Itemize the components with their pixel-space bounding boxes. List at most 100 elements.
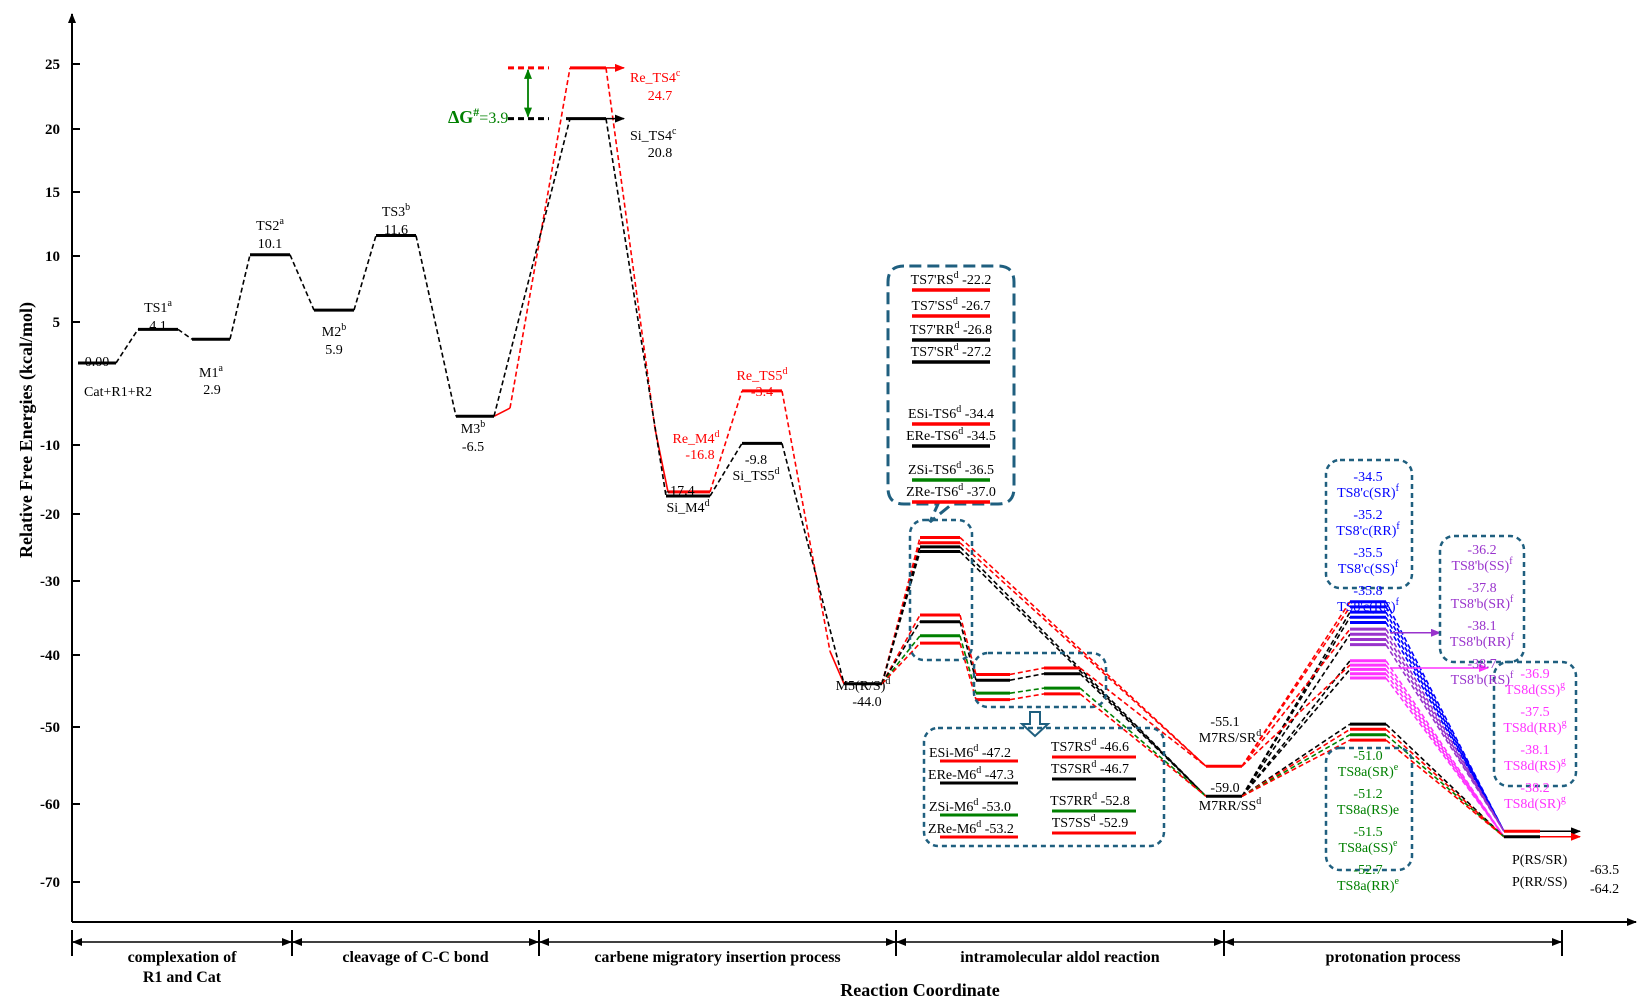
axes: 252015105-10-20-30-40-50-60-70Relative F… — [16, 14, 1636, 1000]
name-m7-rs-sr: M7RS/SRd — [1199, 728, 1262, 746]
name-p-rs-sr: P(RS/SR) — [1512, 853, 1568, 868]
box1-entry-ts7-rr: TS7'RRd -26.8 — [910, 320, 992, 338]
name-re-m4: Re_M4d — [673, 429, 720, 447]
value-cat-r1-r2: 0.00 — [85, 355, 110, 370]
ts8c-name-ts8-c-rr: TS8'c(RR)f — [1336, 521, 1400, 539]
y-tick-label: 20 — [45, 122, 60, 138]
conn — [1010, 668, 1044, 674]
box2-entry-ts7rr: TS7RRd -52.8 — [1050, 791, 1130, 809]
value-p-rs-sr: -63.5 — [1590, 863, 1619, 878]
conn — [494, 408, 510, 416]
conn — [1386, 724, 1504, 837]
conn — [416, 236, 456, 417]
ts8d-name-ts8d-rs: TS8d(RS)g — [1504, 756, 1566, 774]
stage-label: carbene migratory insertion process — [594, 949, 840, 966]
energy-levels — [78, 68, 1540, 837]
conn — [178, 329, 192, 339]
value-m3: -6.5 — [462, 440, 484, 455]
ts8a-value-3: -52.7 — [1353, 863, 1382, 878]
name-m7-rr-ss: M7RR/SSd — [1199, 796, 1262, 814]
ts8d-name-ts8d-sr: TS8d(SR)g — [1504, 794, 1566, 812]
conn — [960, 543, 1206, 766]
conn — [882, 622, 920, 684]
box1-entry-ere-ts6: ERe-TS6d -34.5 — [906, 426, 996, 444]
ts8d-value-3: -38.2 — [1520, 781, 1549, 796]
conn — [290, 255, 314, 310]
value-si-ts4: 20.8 — [648, 146, 673, 161]
ts8a-value-0: -51.0 — [1353, 749, 1382, 764]
y-tick-label: 15 — [45, 185, 60, 201]
y-tick-label: -20 — [40, 507, 60, 523]
y-axis-title: Relative Free Energies (kcal/mol) — [16, 302, 37, 558]
box2-entry-ts7sr: TS7SRd -46.7 — [1051, 759, 1129, 777]
conn — [1242, 602, 1350, 767]
box1-entry-ts7-sr: TS7'SRd -27.2 — [911, 342, 992, 360]
value-re-ts5: -3.4 — [751, 385, 773, 400]
value-p-rr-ss: -64.2 — [1590, 882, 1619, 897]
value-re-m4: -16.8 — [685, 448, 714, 463]
ts8c-name-ts8-c-rs: TS8'c(RS)f — [1337, 597, 1400, 615]
box1-entry-ts7-rs: TS7'RSd -22.2 — [911, 270, 992, 288]
box1-entry-zsi-ts6: ZSi-TS6d -36.5 — [908, 460, 994, 478]
y-tick-label: 25 — [45, 57, 60, 73]
name-ts3: TS3b — [382, 202, 410, 220]
ts8d-value-1: -37.5 — [1520, 705, 1549, 720]
ts8c-value-3: -35.8 — [1353, 584, 1382, 599]
box2-entry-esi-m6: ESi-M6d -47.2 — [929, 743, 1011, 761]
ts8d-value-0: -36.9 — [1520, 667, 1549, 682]
ts8a-name-ts8a-sr: TS8a(SR)e — [1338, 762, 1399, 780]
name-ts1: TS1a — [144, 298, 172, 316]
value-m5: -44.0 — [852, 695, 881, 710]
value-m7-rs-sr: -55.1 — [1210, 715, 1239, 730]
name-si-ts4: Si_TS4c — [630, 126, 677, 144]
name-re-ts4: Re_TS4c — [630, 68, 681, 86]
conn — [782, 391, 830, 651]
conn — [230, 255, 250, 340]
y-tick-label: -30 — [40, 574, 60, 590]
value-m2: 5.9 — [325, 343, 343, 358]
x-axis-title: Reaction Coordinate — [840, 980, 999, 1000]
box2-entry-zre-m6: ZRe-M6d -53.2 — [928, 819, 1014, 837]
conn — [1386, 674, 1504, 837]
stage-label: intramolecular aldol reaction — [960, 949, 1159, 966]
ts8b-value-1: -37.8 — [1467, 581, 1496, 596]
name-cat-r1-r2: Cat+R1+R2 — [84, 385, 152, 400]
stage-label: cleavage of C-C bond — [342, 949, 488, 966]
y-tick-label: 10 — [45, 249, 60, 265]
conn — [606, 119, 666, 496]
box2-entry-zsi-m6: ZSi-M6d -53.0 — [929, 797, 1011, 815]
conn — [494, 119, 570, 417]
conn — [1386, 678, 1504, 837]
box1-entry-ts7-ss: TS7'SSd -26.7 — [911, 296, 990, 314]
value-ts1: 4.1 — [149, 319, 167, 334]
connectors — [116, 68, 1580, 837]
ts8d-value-2: -38.1 — [1520, 743, 1549, 758]
ts8a-name-ts8a-rs-e: TS8a(RS)e — [1337, 803, 1399, 818]
level-labels: 0.00 Cat+R1+R2 TS1a 4.1 M1a 2.9 TS2a 10.1 M2b 5.9… — [84, 68, 1619, 897]
value-si-ts5: -9.8 — [745, 453, 767, 468]
box1-entry-esi-ts6: ESi-TS6d -34.4 — [908, 404, 994, 422]
ts8b-name-ts8-b-rr: TS8'b(RR)f — [1450, 632, 1515, 650]
ts8d-name-ts8d-ss: TS8d(SS)g — [1505, 680, 1565, 698]
y-tick-label: 5 — [53, 315, 61, 331]
value-re-ts4: 24.7 — [648, 89, 673, 104]
value-m7-rr-ss: -59.0 — [1210, 781, 1239, 796]
name-m2: M2b — [322, 322, 346, 340]
name-ts2: TS2a — [256, 216, 284, 234]
conn — [116, 329, 138, 363]
name-re-ts5: Re_TS5d — [737, 366, 788, 384]
box2-entry-ts7rs: TS7RSd -46.6 — [1051, 737, 1129, 755]
stage-label: complexation of — [128, 949, 238, 966]
conn — [1010, 694, 1044, 700]
conn — [1010, 688, 1044, 693]
y-tick-label: -10 — [40, 438, 60, 454]
ts8c-name-ts8-c-ss: TS8'c(SS)f — [1338, 559, 1399, 577]
ts8b-name-ts8-b-sr: TS8'b(SR)f — [1451, 594, 1514, 612]
box2-entry-ts7ss: TS7SSd -52.9 — [1052, 813, 1129, 831]
box2-entry-ere-m6: ERe-M6d -47.3 — [928, 765, 1014, 783]
conn — [354, 236, 376, 311]
ts8c-value-2: -35.5 — [1353, 546, 1382, 561]
name-p-rr-ss: P(RR/SS) — [1512, 875, 1568, 890]
stage-label: R1 and Cat — [143, 969, 222, 986]
conn — [1242, 629, 1350, 766]
